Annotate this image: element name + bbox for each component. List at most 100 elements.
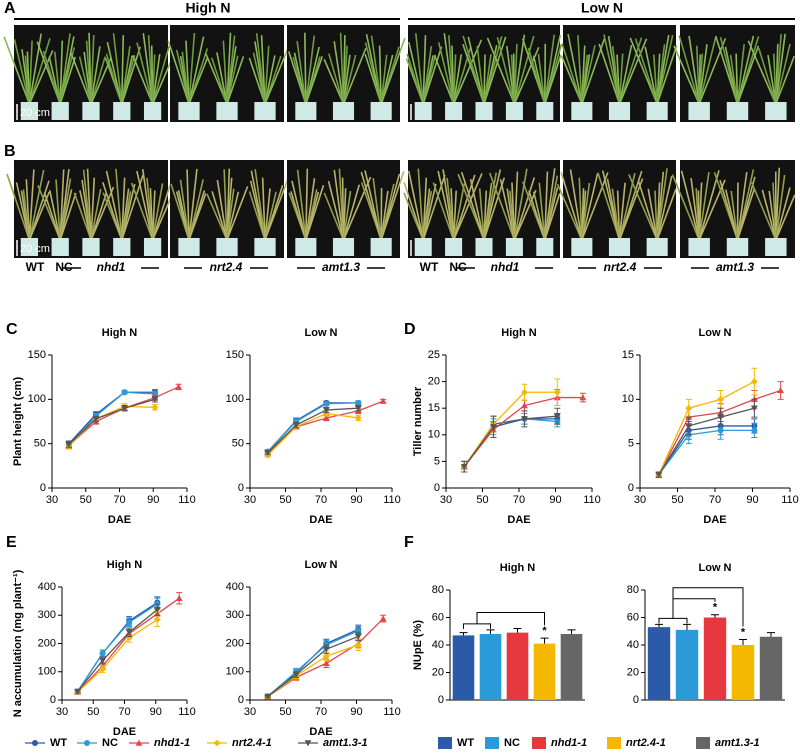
plant — [188, 168, 198, 241]
x-axis-label: DAE — [507, 514, 530, 526]
marker — [99, 657, 107, 664]
series-line — [463, 418, 558, 468]
bar — [506, 632, 529, 700]
panel-label: F — [404, 534, 414, 551]
marker — [322, 659, 330, 666]
significance-bracket — [672, 587, 744, 627]
y-tick-label: 50 — [34, 438, 46, 450]
y-tick-label: 10 — [428, 429, 440, 441]
chart-title: High N — [500, 562, 535, 574]
plant — [25, 179, 31, 241]
plant — [432, 182, 455, 241]
plant — [513, 43, 518, 105]
x-axis-label: DAE — [703, 514, 726, 526]
plant — [106, 42, 123, 105]
significance-bracket — [658, 617, 688, 624]
plant — [486, 37, 516, 105]
plant — [513, 35, 535, 105]
plant — [581, 172, 609, 241]
error-bar — [540, 637, 549, 644]
marker — [92, 416, 100, 423]
x-tick-label: 90 — [147, 494, 159, 506]
pot — [445, 102, 463, 120]
plant — [747, 40, 777, 105]
pot — [82, 102, 100, 120]
pot — [178, 102, 200, 120]
plant — [567, 33, 583, 105]
marker — [379, 397, 387, 404]
plant — [581, 45, 596, 105]
plant — [544, 34, 556, 105]
pot — [765, 238, 787, 256]
pot — [295, 238, 317, 256]
plant — [86, 168, 92, 241]
pot — [475, 238, 493, 256]
plant — [775, 194, 796, 241]
plant — [757, 47, 777, 105]
plant — [616, 190, 621, 241]
plant — [450, 188, 455, 241]
plant — [452, 39, 483, 105]
plant — [598, 43, 621, 105]
series-line — [267, 644, 359, 698]
y-axis-label: Plant height (cm) — [12, 377, 24, 467]
significance-bracket — [463, 623, 491, 629]
plant — [90, 186, 115, 241]
plant — [136, 42, 154, 105]
plant — [415, 32, 424, 105]
legend-marker — [84, 740, 90, 746]
plant — [226, 186, 249, 241]
plant — [296, 169, 307, 241]
plant — [499, 179, 516, 241]
plant — [532, 55, 546, 105]
marker — [264, 449, 272, 456]
marker — [151, 396, 159, 403]
plant — [53, 51, 61, 105]
genotype-label: nrt2.4 — [210, 260, 243, 274]
pot — [51, 102, 69, 120]
y-axis-label: Tiller number — [412, 386, 424, 456]
series-line — [68, 386, 179, 446]
marker — [354, 633, 362, 640]
x-tick-label: 70 — [709, 494, 721, 506]
legend-label: NC — [504, 737, 520, 749]
plant — [735, 53, 739, 105]
plant — [422, 183, 437, 241]
marker — [354, 641, 362, 649]
pot — [688, 102, 710, 120]
plant — [59, 56, 77, 105]
plant — [673, 45, 700, 105]
x-tick-label: 110 — [178, 494, 196, 506]
panel-label: A — [4, 0, 16, 17]
y-tick-label: 100 — [226, 393, 244, 405]
x-tick-label: 50 — [279, 494, 291, 506]
plant — [422, 35, 427, 105]
plant — [460, 171, 485, 241]
y-tick-label: 0 — [238, 694, 244, 706]
plant — [323, 192, 345, 241]
plant — [296, 41, 307, 105]
plant — [185, 40, 190, 105]
photo-panels: A B High N Low N — [4, 0, 795, 160]
plant — [364, 170, 382, 241]
pot — [113, 238, 131, 256]
x-tick-label: 50 — [476, 494, 488, 506]
y-tick-label: 80 — [627, 584, 639, 596]
y-tick-label: 0 — [40, 482, 46, 494]
plant — [698, 38, 727, 105]
y-tick-label: 5 — [628, 438, 634, 450]
series-line — [68, 391, 155, 446]
plant — [698, 170, 720, 241]
plant — [121, 35, 125, 105]
plant — [43, 192, 61, 241]
x-tick-label: 30 — [56, 706, 68, 718]
plant — [305, 35, 316, 105]
chart-title: High N — [102, 327, 137, 339]
x-tick-label: 70 — [118, 706, 130, 718]
pot — [475, 102, 493, 120]
plant — [264, 45, 270, 105]
error-bar — [767, 632, 775, 637]
marker — [153, 606, 161, 613]
x-tick-label: 30 — [244, 706, 256, 718]
plant — [467, 36, 485, 105]
